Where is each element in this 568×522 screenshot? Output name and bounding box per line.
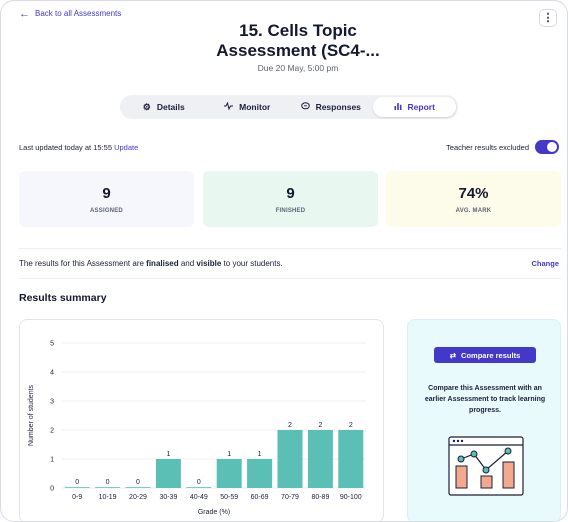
y-tick-label: 4 <box>50 370 54 377</box>
data-label: 2 <box>349 422 353 429</box>
bar-chart-icon <box>394 102 402 112</box>
y-tick-label: 2 <box>50 428 54 435</box>
x-tick-label: 30-39 <box>159 494 177 501</box>
teacher-excluded-label: Teacher results excluded <box>446 143 529 152</box>
update-link[interactable]: Update <box>114 143 139 152</box>
stat-finished: 9 FINISHED <box>203 171 378 227</box>
stat-avg-mark: 74% AVG. MARK <box>386 171 561 227</box>
y-tick-label: 1 <box>50 457 54 464</box>
grade-distribution-chart: 0 1 2 3 4 5 0 0-9 0 10-19 0 20-29 1 30-39 0 40-49 1 50-59… <box>28 341 366 516</box>
tab-monitor[interactable]: Monitor <box>206 97 290 117</box>
title-line-1: 15. Cells Topic <box>239 21 357 40</box>
stat-value: 74% <box>458 184 489 202</box>
last-updated-status: Last updated today at 15:55 Update <box>19 143 138 152</box>
data-label: 2 <box>318 422 322 429</box>
data-label: 0 <box>106 479 110 486</box>
results-summary-heading: Results summary <box>19 292 107 304</box>
x-tick-label: 20-29 <box>129 494 147 501</box>
divider <box>19 248 561 249</box>
x-tick-label: 60-69 <box>251 494 269 501</box>
finalised-message: The results for this Assessment are fina… <box>19 259 283 268</box>
tab-responses[interactable]: Responses <box>289 97 373 117</box>
pulse-icon <box>224 101 234 112</box>
gear-icon: ⚙ <box>142 101 151 112</box>
visible-word: visible <box>196 259 222 268</box>
data-label: 0 <box>75 479 79 486</box>
bar <box>307 430 333 488</box>
x-tick-label: 0-9 <box>72 494 82 501</box>
stat-label: AVG. MARK <box>455 207 492 214</box>
compare-button-label: Compare results <box>461 350 521 360</box>
back-link-label: Back to all Assessments <box>35 9 122 18</box>
y-tick-label: 3 <box>50 399 54 406</box>
bar <box>95 487 121 488</box>
data-label: 1 <box>258 451 262 458</box>
bar <box>64 487 90 488</box>
swap-arrows-icon: ⇄ <box>449 350 457 360</box>
x-tick-label: 90-100 <box>340 494 362 501</box>
x-axis-label: Grade (%) <box>198 509 230 516</box>
page-title: 15. Cells Topic Assessment (SC4-... <box>161 21 435 61</box>
stat-label: FINISHED <box>275 207 306 214</box>
grade-distribution-chart-card: 0 1 2 3 4 5 0 0-9 0 10-19 0 20-29 1 30-39 0 40-49 1 50-59… <box>19 319 384 521</box>
bar <box>216 459 242 488</box>
data-label: 0 <box>197 479 201 486</box>
bar <box>277 430 303 488</box>
bar <box>247 459 273 488</box>
y-tick-label: 0 <box>50 486 54 493</box>
bar <box>155 459 181 488</box>
line-chart-illustration-icon <box>448 436 524 496</box>
finalised-middle: and <box>178 259 197 268</box>
teacher-excluded-toggle[interactable] <box>535 140 559 154</box>
last-updated-text: Last updated today at 15:55 <box>19 143 112 152</box>
tab-label: Responses <box>315 102 361 112</box>
stat-assigned: 9 ASSIGNED <box>19 171 194 227</box>
x-tick-label: 50-59 <box>220 494 238 501</box>
data-label: 1 <box>227 451 231 458</box>
compare-results-button[interactable]: ⇄ Compare results <box>434 347 536 363</box>
more-options-button[interactable]: ⋮ <box>539 9 557 27</box>
tab-bar: ⚙ Details Monitor Responses Report <box>120 95 458 119</box>
divider <box>19 278 561 279</box>
stat-value: 9 <box>102 184 111 202</box>
chat-icon <box>300 102 310 112</box>
toggle-knob <box>547 142 557 152</box>
tab-label: Monitor <box>239 102 271 112</box>
bar <box>338 430 364 488</box>
x-tick-label: 80-89 <box>311 494 329 501</box>
arrow-left-icon: ← <box>19 7 30 20</box>
compare-card: ⇄ Compare results Compare this Assessmen… <box>407 319 561 521</box>
stat-label: ASSIGNED <box>90 207 123 214</box>
data-label: 1 <box>166 451 170 458</box>
data-label: 0 <box>136 479 140 486</box>
x-tick-label: 10-19 <box>99 494 117 501</box>
title-line-2: Assessment (SC4-... <box>216 41 380 60</box>
finalised-suffix: to your students. <box>221 259 283 268</box>
y-tick-label: 5 <box>50 341 54 348</box>
y-axis-label: Number of students <box>28 384 35 446</box>
bar <box>125 487 151 488</box>
x-tick-label: 40-49 <box>190 494 208 501</box>
finalised-prefix: The results for this Assessment are <box>19 259 147 268</box>
tab-label: Details <box>156 102 185 112</box>
finalised-word: finalised <box>146 259 179 268</box>
back-to-assessments-link[interactable]: ← Back to all Assessments <box>19 7 122 20</box>
compare-description: Compare this Assessment with an earlier … <box>424 385 546 414</box>
data-label: 2 <box>288 422 292 429</box>
change-link[interactable]: Change <box>531 259 559 268</box>
tab-label: Report <box>407 102 435 112</box>
stat-value: 9 <box>286 184 295 202</box>
kebab-menu-icon: ⋮ <box>542 11 554 24</box>
tab-report[interactable]: Report <box>372 97 456 117</box>
x-tick-label: 70-79 <box>281 494 299 501</box>
tab-details[interactable]: ⚙ Details <box>122 97 206 117</box>
bar <box>186 487 212 488</box>
due-date: Due 20 May, 5:00 pm <box>257 63 339 73</box>
